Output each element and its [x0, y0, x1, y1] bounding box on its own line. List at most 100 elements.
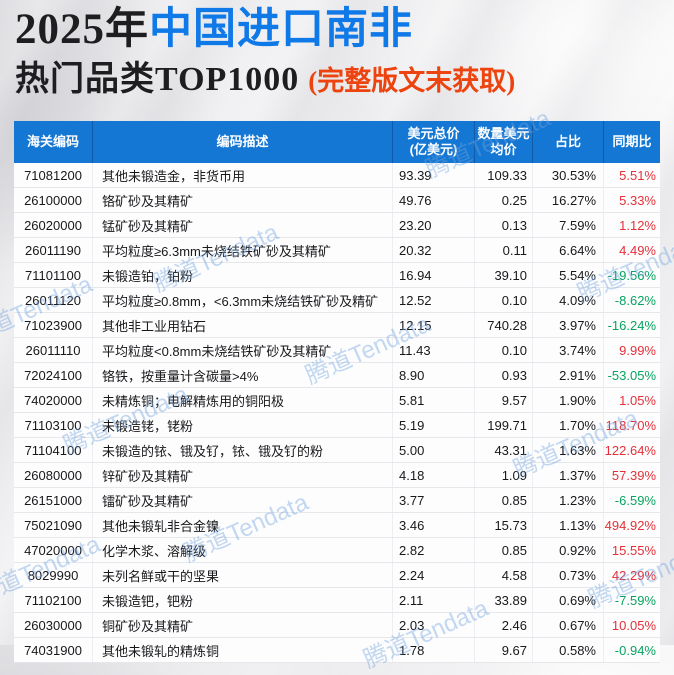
avg-price-cell: 33.89 [474, 588, 532, 612]
hs-code-cell: 74031900 [24, 642, 82, 658]
yoy-cell: 57.39% [603, 463, 660, 487]
col-header-avg-price: 数量美元 均价 [474, 121, 532, 163]
table-header-row: 海关编码 编码描述 美元总价 (亿美元) 数量美元 均价 占比 同期比 [14, 121, 660, 163]
description-cell: 其他未锻造金，非货币用 [92, 163, 392, 187]
share-cell: 5.54% [532, 263, 603, 287]
avg-price-cell: 39.10 [474, 263, 532, 287]
col-header-hs-code: 海关编码 [26, 134, 79, 149]
avg-price-cell: 4.58 [474, 563, 532, 587]
title-note: (完整版文末获取) [308, 66, 516, 96]
avg-price-cell: 0.85 [474, 488, 532, 512]
share-cell: 1.37% [532, 463, 603, 487]
total-usd-cell: 2.82 [392, 538, 474, 562]
total-usd-cell: 11.43 [392, 338, 474, 362]
table-row: 8029990 未列名鲜或干的坚果 2.24 4.58 0.73% 42.29% [14, 563, 660, 588]
avg-price-cell: 109.33 [474, 163, 532, 187]
yoy-cell: -16.24% [603, 313, 660, 337]
table-row: 71101100 未锻造铂，铂粉 16.94 39.10 5.54% -19.56% [14, 263, 660, 288]
share-cell: 1.23% [532, 488, 603, 512]
title-block: 2025年中国进口南非 热门品类TOP1000 (完整版文末获取) [15, 2, 515, 103]
hs-code-cell: 71104100 [24, 442, 82, 458]
total-usd-cell: 2.11 [392, 588, 474, 612]
avg-price-cell: 15.73 [474, 513, 532, 537]
share-cell: 0.67% [532, 613, 603, 637]
yoy-cell: 494.92% [603, 513, 660, 537]
share-cell: 3.74% [532, 338, 603, 362]
hs-code-cell: 26151000 [24, 492, 82, 508]
table-row: 72024100 铬铁，按重量计含碳量>4% 8.90 0.93 2.91% -53.05… [14, 363, 660, 388]
share-cell: 1.63% [532, 438, 603, 462]
description-cell: 平均粒度<0.8mm未烧结铁矿砂及其精矿 [92, 338, 392, 362]
yoy-cell: 4.49% [603, 238, 660, 262]
description-cell: 未锻造的铱、锇及钌，铱、锇及钌的粉 [92, 438, 392, 462]
table-row: 26011110 平均粒度<0.8mm未烧结铁矿砂及其精矿 11.43 0.10 3.7… [14, 338, 660, 363]
avg-price-cell: 740.28 [474, 313, 532, 337]
description-cell: 化学木浆、溶解级 [92, 538, 392, 562]
share-cell: 7.59% [532, 213, 603, 237]
yoy-cell: -8.62% [603, 288, 660, 312]
table-row: 47020000 化学木浆、溶解级 2.82 0.85 0.92% 15.55% [14, 538, 660, 563]
page-title-line2: 热门品类TOP1000 (完整版文末获取) [15, 58, 515, 103]
share-cell: 1.13% [532, 513, 603, 537]
total-usd-cell: 5.00 [392, 438, 474, 462]
table-row: 26080000 锌矿砂及其精矿 4.18 1.09 1.37% 57.39% [14, 463, 660, 488]
total-usd-cell: 23.20 [392, 213, 474, 237]
total-usd-cell: 16.94 [392, 263, 474, 287]
hs-code-cell: 75021090 [24, 517, 82, 533]
yoy-cell: -0.94% [603, 638, 660, 662]
description-cell: 其他未锻轧非合金镍 [92, 513, 392, 537]
share-cell: 0.73% [532, 563, 603, 587]
yoy-cell: 1.12% [603, 213, 660, 237]
yoy-cell: 5.33% [603, 188, 660, 212]
share-cell: 0.58% [532, 638, 603, 662]
yoy-cell: 122.64% [603, 438, 660, 462]
yoy-cell: -53.05% [603, 363, 660, 387]
total-usd-cell: 49.76 [392, 188, 474, 212]
table-row: 71023900 其他非工业用钻石 12.15 740.28 3.97% -16.24% [14, 313, 660, 338]
table-row: 75021090 其他未锻轧非合金镍 3.46 15.73 1.13% 494.92% [14, 513, 660, 538]
table-row: 26020000 锰矿砂及其精矿 23.20 0.13 7.59% 1.12% [14, 213, 660, 238]
description-cell: 其他未锻轧的精炼铜 [92, 638, 392, 662]
total-usd-cell: 1.78 [392, 638, 474, 662]
total-usd-cell: 20.32 [392, 238, 474, 262]
share-cell: 0.92% [532, 538, 603, 562]
description-cell: 未列名鲜或干的坚果 [92, 563, 392, 587]
hs-code-cell: 26011110 [25, 342, 81, 358]
hs-code-cell: 72024100 [24, 367, 82, 383]
avg-price-cell: 0.11 [474, 238, 532, 262]
hs-code-cell: 74020000 [24, 392, 82, 408]
total-usd-cell: 2.24 [392, 563, 474, 587]
description-cell: 未锻造钯，钯粉 [92, 588, 392, 612]
table-row: 71081200 其他未锻造金，非货币用 93.39 109.33 30.53% 5.51… [14, 163, 660, 188]
avg-price-cell: 0.10 [474, 288, 532, 312]
title-subject: 中国进口南非 [149, 6, 413, 53]
table-row: 71103100 未锻造铑，铑粉 5.19 199.71 1.70% 118.70% [14, 413, 660, 438]
hs-code-cell: 26030000 [24, 617, 82, 633]
hs-code-cell: 71081200 [24, 167, 82, 183]
avg-price-cell: 0.25 [474, 188, 532, 212]
title-year: 2025年 [15, 6, 149, 53]
yoy-cell: 5.51% [603, 163, 660, 187]
avg-price-cell: 199.71 [474, 413, 532, 437]
total-usd-cell: 2.03 [392, 613, 474, 637]
table-row: 26151000 镭矿砂及其精矿 3.77 0.85 1.23% -6.59% [14, 488, 660, 513]
hs-code-cell: 71101100 [25, 267, 81, 283]
share-cell: 3.97% [532, 313, 603, 337]
description-cell: 未锻造铑，铑粉 [92, 413, 392, 437]
total-usd-cell: 3.77 [392, 488, 474, 512]
col-header-description: 编码描述 [92, 121, 392, 163]
description-cell: 未精炼铜；电解精炼用的铜阳极 [92, 388, 392, 412]
yoy-cell: -6.59% [603, 488, 660, 512]
description-cell: 平均粒度≥6.3mm未烧结铁矿砂及其精矿 [92, 238, 392, 262]
description-cell: 铬铁，按重量计含碳量>4% [92, 363, 392, 387]
avg-price-cell: 9.57 [474, 388, 532, 412]
avg-price-cell: 0.10 [474, 338, 532, 362]
hs-code-cell: 26100000 [24, 192, 82, 208]
table-row: 71104100 未锻造的铱、锇及钌，铱、锇及钌的粉 5.00 43.31 1.63% 1… [14, 438, 660, 463]
share-cell: 0.69% [532, 588, 603, 612]
avg-price-cell: 43.31 [474, 438, 532, 462]
col-header-total-usd: 美元总价 (亿美元) [392, 121, 474, 163]
hs-code-cell: 47020000 [24, 542, 82, 558]
yoy-cell: 1.05% [603, 388, 660, 412]
description-cell: 镭矿砂及其精矿 [92, 488, 392, 512]
